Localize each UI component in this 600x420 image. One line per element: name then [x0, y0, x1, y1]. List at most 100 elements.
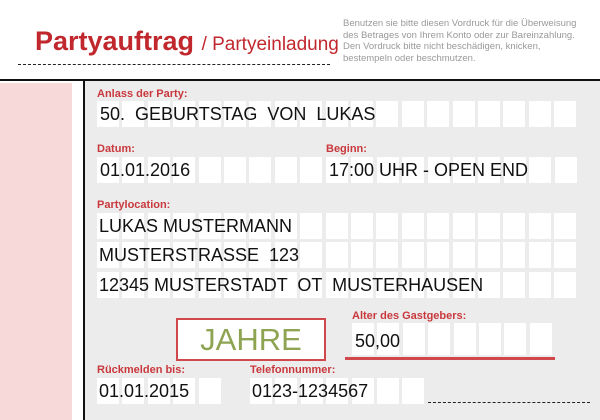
input-cell [427, 242, 450, 268]
input-cell [122, 213, 145, 239]
alter-field[interactable]: 50,00 [355, 331, 401, 351]
input-cell [554, 213, 577, 239]
input-cell [402, 378, 425, 404]
input-cell [427, 101, 450, 127]
input-cell [528, 213, 551, 239]
input-cell [377, 378, 399, 404]
input-cell [452, 242, 475, 268]
title-text: Partyauftrag [35, 26, 195, 56]
input-cell [122, 378, 145, 404]
input-cell [250, 378, 272, 404]
input-cell [554, 242, 577, 268]
location-line-2[interactable]: MUSTERSTRASSE 123 [99, 245, 300, 265]
title-divider [18, 64, 330, 65]
input-cell [401, 101, 424, 127]
input-cell [326, 378, 349, 404]
input-cell [300, 157, 323, 183]
input-cell [554, 272, 577, 298]
input-cell [97, 157, 119, 183]
input-cell [224, 272, 246, 298]
input-cell [478, 157, 501, 183]
input-cell [428, 323, 451, 355]
input-cell [376, 272, 399, 298]
input-cell [300, 213, 323, 239]
input-cell [325, 213, 348, 239]
input-cell [198, 378, 221, 404]
input-cell [478, 213, 500, 239]
input-cell [97, 101, 119, 127]
input-cell [376, 101, 399, 127]
input-cell [300, 378, 323, 404]
location-line-3[interactable]: 12345 MUSTERSTADT OT MUSTERHAUSEN [99, 275, 484, 295]
beginn-field[interactable]: 17:00 UHR - OPEN END [329, 160, 529, 180]
input-cell [275, 378, 298, 404]
input-cell [351, 213, 373, 239]
input-cell [173, 378, 196, 404]
input-cell [503, 157, 526, 183]
input-cell [147, 213, 170, 239]
input-cell [97, 242, 119, 268]
input-cell [376, 213, 399, 239]
input-cell [249, 101, 272, 127]
input-cell [376, 157, 399, 183]
telefon-field[interactable]: 0123-1234567 [252, 381, 369, 401]
input-cell [300, 272, 323, 298]
input-cell [452, 213, 475, 239]
location-line-1[interactable]: LUKAS MUSTERMANN [99, 216, 293, 236]
input-cell [198, 242, 221, 268]
anlass-label: Anlass der Party: [97, 88, 188, 100]
input-cell [122, 242, 145, 268]
input-cell [377, 323, 400, 355]
input-cell [351, 378, 374, 404]
notice-text: Benutzen sie bitte diesen Vordruck für d… [343, 18, 577, 64]
input-cell [224, 242, 246, 268]
jahre-box: JAHRE [176, 318, 326, 361]
alter-label: Alter des Gastgebers: [352, 310, 467, 322]
input-cell [402, 157, 425, 183]
input-cell [97, 213, 119, 239]
input-cell [122, 101, 145, 127]
input-cell [401, 213, 424, 239]
input-cell [300, 242, 323, 268]
telefon-label: Telefonnummer: [250, 364, 336, 376]
input-cell [173, 242, 196, 268]
input-cell [249, 157, 272, 183]
input-cell [325, 242, 348, 268]
side-strip [0, 83, 72, 420]
anlass-field[interactable]: 50. GEBURTSTAG VON LUKAS [100, 104, 376, 124]
input-cell [173, 157, 196, 183]
input-cell [274, 242, 297, 268]
input-cell [147, 272, 170, 298]
input-cell [97, 272, 119, 298]
input-cell [173, 213, 196, 239]
datum-field[interactable]: 01.01.2016 [100, 160, 191, 180]
input-cell [249, 242, 272, 268]
input-cell [479, 323, 501, 355]
input-cell [402, 323, 425, 355]
form-subtitle: / Partyeinladung [201, 34, 339, 55]
input-cell [554, 101, 577, 127]
input-cell [173, 272, 196, 298]
input-cell [97, 378, 119, 404]
input-cell [147, 378, 170, 404]
input-cell [453, 323, 476, 355]
input-cell [503, 101, 526, 127]
input-cell [427, 272, 450, 298]
top-border [0, 79, 600, 81]
input-cell [325, 272, 348, 298]
alter-underline [345, 357, 555, 360]
input-cell [274, 213, 297, 239]
input-cell [300, 101, 323, 127]
input-cell [452, 101, 475, 127]
signature-line [428, 402, 590, 403]
input-cell [274, 157, 297, 183]
input-cell [224, 101, 246, 127]
rueckmelden-field[interactable]: 01.01.2015 [99, 381, 190, 401]
input-cell [478, 242, 500, 268]
input-cell [198, 272, 221, 298]
input-cell [274, 272, 297, 298]
input-cell [147, 242, 170, 268]
rueckmelden-label: Rückmelden bis: [97, 364, 186, 376]
input-cell [173, 101, 196, 127]
input-cell [249, 272, 272, 298]
